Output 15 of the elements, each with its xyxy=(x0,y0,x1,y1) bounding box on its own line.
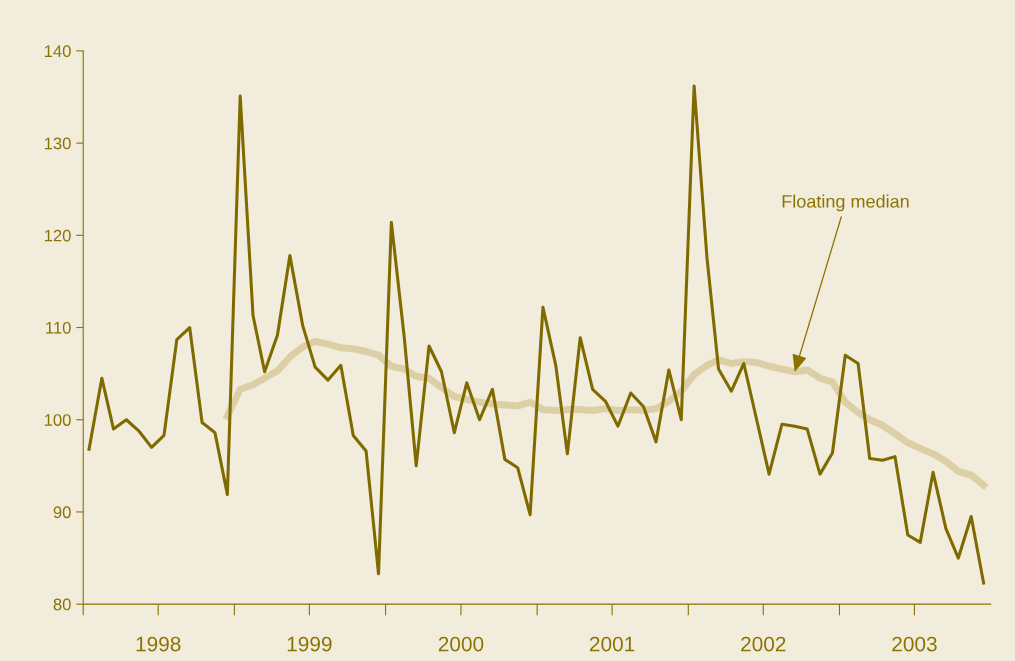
y-tick-label: 110 xyxy=(46,321,71,334)
x-tick-label: 2003 xyxy=(892,636,937,652)
y-tick-label: 140 xyxy=(44,45,71,58)
x-tick-label: 2001 xyxy=(589,636,635,652)
y-tick-label: 130 xyxy=(44,137,71,150)
x-tick-label: 2000 xyxy=(438,636,484,652)
y-tick-label: 120 xyxy=(44,229,71,242)
x-tick-label: 1998 xyxy=(136,636,181,652)
y-tick-label: 80 xyxy=(53,598,71,611)
annotation: Floating median xyxy=(782,194,909,212)
y-tick-label: 90 xyxy=(53,506,71,519)
x-tick-label: 2002 xyxy=(741,636,786,652)
y-tick-label: 100 xyxy=(44,414,71,426)
line-series xyxy=(87,84,986,585)
x-tick-label: 1999 xyxy=(287,636,332,652)
